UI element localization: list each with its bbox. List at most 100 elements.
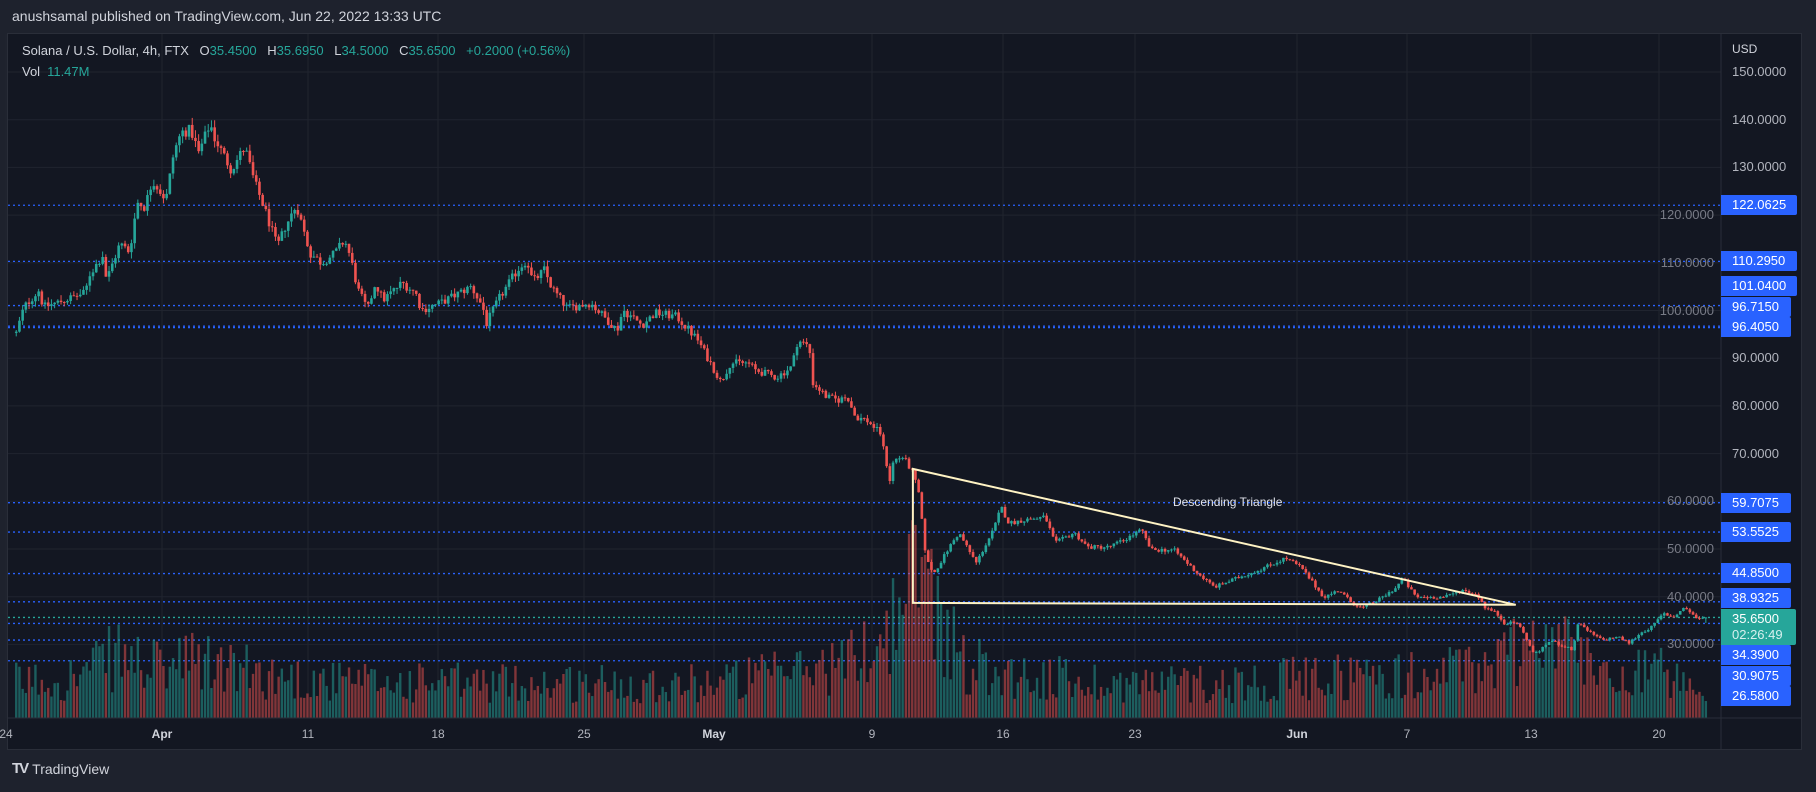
volume-bar — [399, 673, 402, 718]
candle — [1467, 590, 1471, 594]
candle — [898, 458, 901, 460]
candle — [430, 305, 434, 309]
volume-bar — [991, 683, 994, 718]
candle — [1685, 607, 1688, 610]
volume-bar — [1675, 663, 1679, 718]
volume-bar — [501, 664, 504, 718]
volume-bar — [1122, 702, 1125, 718]
candle — [142, 206, 146, 211]
volume-bar — [719, 676, 722, 718]
volume-bar — [872, 661, 876, 718]
chart-panel[interactable] — [7, 33, 1802, 750]
volume-bar — [40, 679, 44, 718]
time-tick-label: May — [702, 727, 726, 741]
candle — [530, 267, 533, 276]
tradingview-logo[interactable]: TV TradingView — [12, 760, 109, 777]
volume-bar — [687, 689, 690, 718]
candle — [715, 372, 719, 378]
candle — [85, 285, 88, 290]
volume-bar — [411, 702, 415, 718]
candle — [373, 287, 376, 299]
volume-bar — [1640, 692, 1644, 718]
volume-bar — [1419, 692, 1423, 718]
volume-bar — [440, 669, 444, 718]
volume-bar — [223, 691, 226, 718]
volume-bar — [1003, 669, 1007, 718]
candle — [1182, 556, 1186, 560]
candle — [101, 256, 104, 264]
pattern-label[interactable]: Descending Triangle — [1173, 495, 1283, 509]
volume-bar — [1394, 658, 1397, 718]
candle — [277, 236, 280, 241]
candle — [520, 267, 524, 271]
candle — [1646, 629, 1650, 632]
candle — [1150, 546, 1154, 549]
candle — [568, 304, 572, 306]
candle — [1381, 596, 1384, 598]
candle — [760, 371, 764, 376]
candle — [1579, 624, 1583, 626]
volume-bar — [1157, 692, 1160, 718]
volume-label[interactable]: Vol — [22, 64, 41, 79]
symbol-title[interactable]: Solana / U.S. Dollar, 4h, FTX — [22, 43, 189, 58]
candle — [693, 333, 696, 336]
candle — [1246, 575, 1250, 577]
volume-bar — [1093, 664, 1096, 718]
candle — [1221, 583, 1224, 585]
candle — [1090, 546, 1093, 549]
volume-bar — [1029, 692, 1032, 718]
candle — [190, 124, 194, 138]
candle — [728, 367, 732, 374]
candle — [1157, 550, 1160, 552]
volume-bar — [1679, 690, 1682, 718]
candle — [1643, 631, 1647, 633]
volume-bar — [347, 667, 351, 718]
volume-bar — [584, 674, 588, 718]
volume-bar — [869, 668, 872, 718]
volume-bar — [1250, 686, 1253, 718]
candle — [1698, 618, 1701, 620]
descending-triangle-drawing[interactable] — [911, 467, 1516, 606]
candle — [1557, 641, 1560, 646]
candle — [1240, 576, 1244, 579]
volume-bar — [1448, 647, 1452, 718]
volume-bar — [1618, 690, 1621, 718]
volume-bar — [1544, 624, 1548, 718]
volume-bar — [338, 662, 341, 718]
level-price-label: 101.0400 — [1721, 276, 1797, 296]
candle — [149, 189, 152, 196]
candle — [1147, 538, 1151, 547]
candle — [830, 394, 834, 396]
volume-bar — [1400, 698, 1404, 718]
candle — [1522, 626, 1525, 633]
candle — [866, 418, 869, 423]
candle — [699, 340, 703, 346]
candle — [984, 545, 988, 553]
volume-bar — [351, 683, 354, 718]
candle — [267, 209, 271, 227]
volume-bar — [722, 679, 725, 718]
candle — [1413, 589, 1416, 595]
candle — [1102, 547, 1106, 549]
volume-bar — [898, 597, 901, 718]
volume-bar — [1371, 665, 1375, 718]
volume-bar — [1551, 627, 1554, 718]
volume-bar — [1211, 694, 1215, 718]
candle — [1256, 570, 1260, 573]
volume-bar — [1704, 701, 1708, 718]
volume-bar — [639, 703, 642, 718]
volume-bar — [1535, 650, 1538, 718]
triangle-outline — [911, 467, 1516, 606]
candle — [674, 312, 677, 315]
candle — [1058, 538, 1061, 541]
volume-bar — [66, 690, 69, 718]
candle — [187, 124, 191, 137]
volume-bar — [1243, 700, 1247, 718]
volume-bar — [642, 679, 645, 718]
current-price-label: 35.6500 02:26:49 — [1721, 609, 1796, 645]
volume-bar — [1051, 694, 1055, 718]
candle — [578, 304, 581, 311]
candle — [453, 293, 456, 298]
volume-bar — [1215, 680, 1218, 718]
